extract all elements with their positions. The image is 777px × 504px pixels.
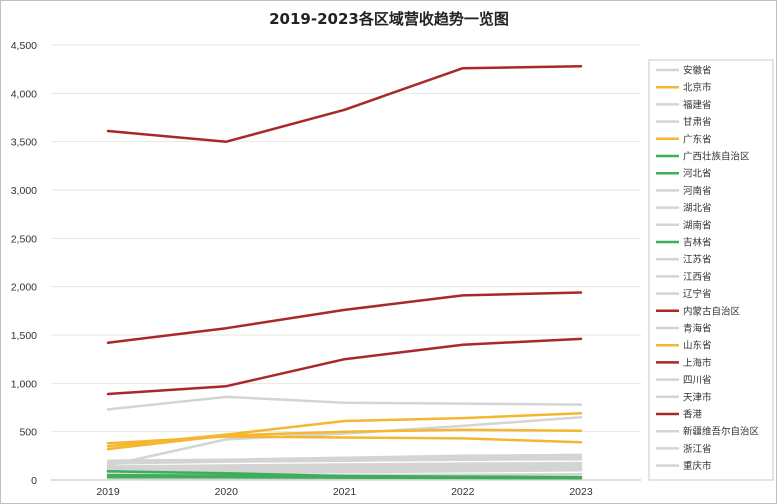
y-tick-label: 4,000 <box>11 88 37 100</box>
axes: 0 500 1,000 1,500 2,000 2,500 3,000 3,500 4,000 4… <box>11 40 593 498</box>
y-tick-label: 2,500 <box>11 233 37 245</box>
legend-label: 北京市 <box>683 82 712 94</box>
y-tick-label: 1,500 <box>11 330 37 342</box>
legend-label: 四川省 <box>683 374 712 386</box>
legend: 安徽省北京市福建省甘肃省广东省广西壮族自治区河北省河南省湖北省湖南省吉林省江苏省… <box>656 65 760 472</box>
legend-label: 内蒙古自治区 <box>683 305 741 317</box>
legend-label: 香港 <box>683 409 703 421</box>
legend-label: 天津市 <box>683 391 712 403</box>
series-line-11 <box>106 395 583 411</box>
series-line-23 <box>106 464 583 471</box>
series-line-16 <box>106 428 583 451</box>
series-line-10 <box>106 473 583 479</box>
legend-label: 湖南省 <box>683 219 712 231</box>
y-tick-label: 3,000 <box>11 185 37 197</box>
series-line-14 <box>106 291 583 344</box>
y-tick-label: 3,500 <box>11 137 37 149</box>
legend-label: 青海省 <box>683 323 712 335</box>
x-tick-label: 2019 <box>96 486 120 498</box>
series-line-20 <box>106 65 583 143</box>
series-line-19 <box>106 461 583 468</box>
x-tick-label: 2020 <box>215 486 239 498</box>
legend-label: 吉林省 <box>683 237 712 249</box>
y-tick-label: 0 <box>31 475 37 487</box>
legend-label: 辽宁省 <box>683 288 712 300</box>
legend-label: 福建省 <box>683 99 712 111</box>
legend-label: 山东省 <box>683 340 712 352</box>
y-tick-label: 500 <box>19 427 37 439</box>
series-line-4 <box>106 412 583 448</box>
legend-label: 河南省 <box>683 185 712 197</box>
chart-title: 2019-2023各区域营收趋势一览图 <box>269 10 509 28</box>
legend-label: 浙江省 <box>683 443 712 455</box>
x-tick-label: 2023 <box>569 486 593 498</box>
x-tick-label: 2022 <box>451 486 475 498</box>
legend-box <box>648 59 774 481</box>
series-line-13 <box>106 453 583 462</box>
legend-label: 新疆维吾尔自治区 <box>683 426 760 438</box>
series-lines <box>106 65 583 481</box>
y-tick-label: 1,000 <box>11 378 37 390</box>
legend-label: 安徽省 <box>683 65 712 77</box>
legend-label: 湖北省 <box>683 202 712 214</box>
gridlines <box>51 44 641 481</box>
series-line-17 <box>106 337 583 396</box>
y-tick-label: 4,500 <box>11 40 37 52</box>
legend-label: 甘肃省 <box>683 116 712 128</box>
legend-label: 河北省 <box>683 168 712 180</box>
legend-label: 江苏省 <box>683 254 712 266</box>
legend-label: 上海市 <box>683 357 712 369</box>
legend-label: 江西省 <box>683 271 712 283</box>
legend-label: 广东省 <box>683 133 712 145</box>
series-line-12 <box>106 415 583 467</box>
legend-label: 广西壮族自治区 <box>683 151 750 163</box>
x-tick-label: 2021 <box>333 486 357 498</box>
series-line-22 <box>106 456 583 464</box>
legend-label: 重庆市 <box>683 460 712 472</box>
y-tick-label: 2,000 <box>11 282 37 294</box>
